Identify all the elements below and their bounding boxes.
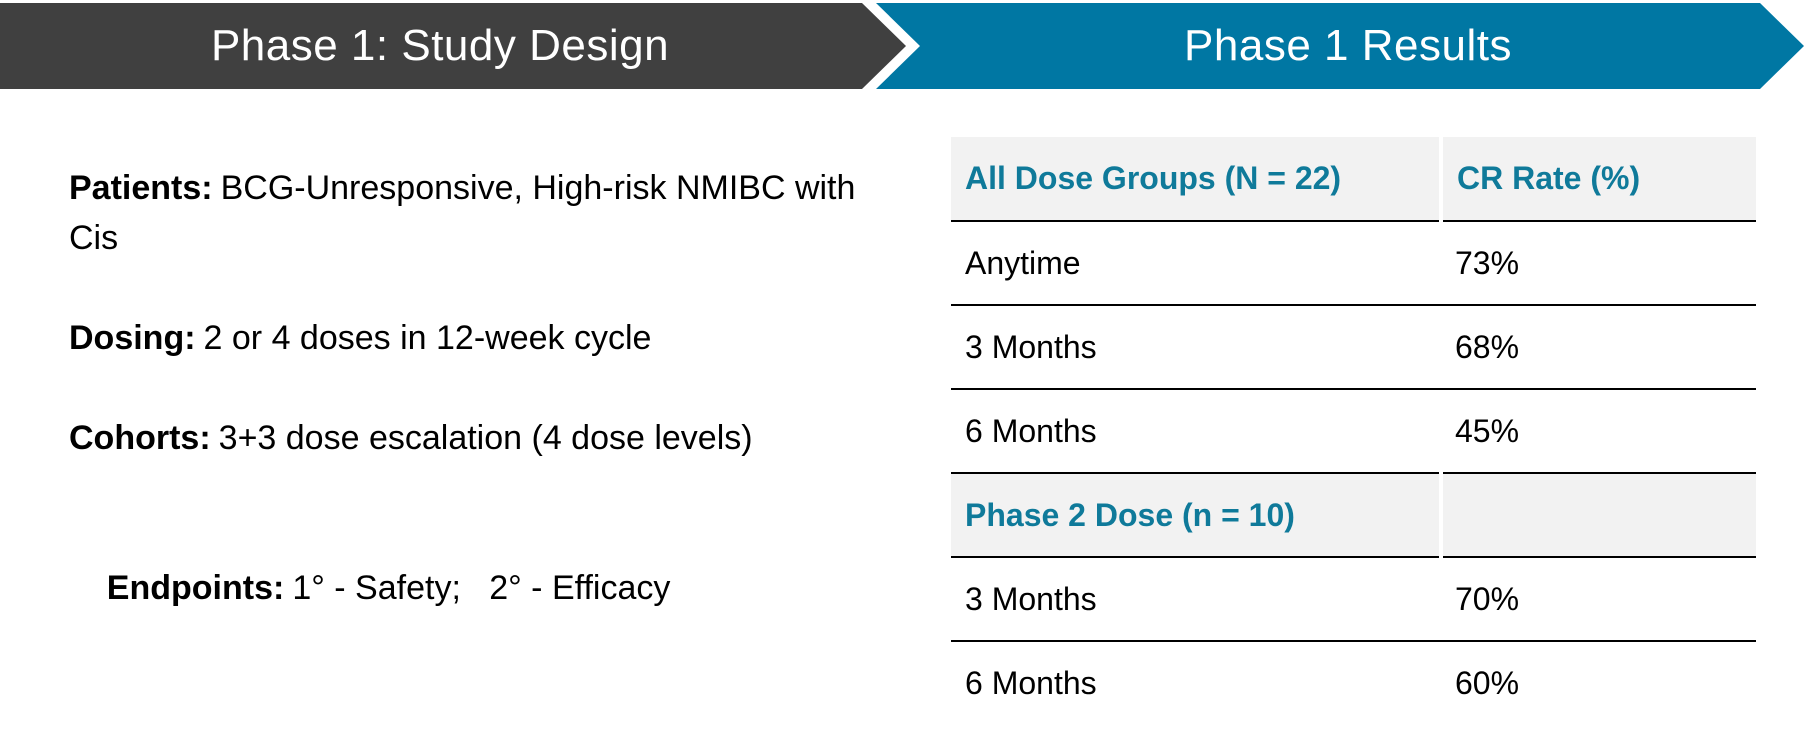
study-design-list: Patients: BCG-Unresponsive, High-risk NMI… xyxy=(69,163,859,713)
design-item-label: Dosing: xyxy=(69,319,196,357)
design-item-text: BCG-Unresponsive, High-risk NMIBC with C… xyxy=(69,169,856,257)
table-header-row: Phase 2 Dose (n = 10) xyxy=(951,473,1756,558)
table-cell-timepoint: 3 Months xyxy=(951,557,1441,642)
design-item-dosing: Dosing: 2 or 4 doses in 12-week cycle xyxy=(69,313,859,363)
results-banner: Phase 1 Results xyxy=(876,3,1804,89)
table-row: 6 Months 45% xyxy=(951,389,1756,474)
design-item-text: 2 or 4 doses in 12-week cycle xyxy=(203,319,652,357)
table-header-row: All Dose Groups (N = 22) CR Rate (%) xyxy=(951,137,1756,222)
table-cell-timepoint: 3 Months xyxy=(951,305,1441,390)
design-item-text: 3+3 dose escalation (4 dose levels) xyxy=(218,419,753,457)
design-item-text: 1° - Safety; 2° - Efficacy xyxy=(292,569,671,607)
table-header-cell: All Dose Groups (N = 22) xyxy=(951,137,1443,222)
design-item-patients: Patients: BCG-Unresponsive, High-risk NMI… xyxy=(69,163,859,263)
study-design-banner: Phase 1: Study Design xyxy=(0,3,906,89)
design-item-label: Patients: xyxy=(69,169,213,207)
table-row: Anytime 73% xyxy=(951,221,1756,306)
table-row: 3 Months 70% xyxy=(951,557,1756,642)
table-cell-rate: 73% xyxy=(1441,221,1756,306)
design-item-endpoints: Endpoints: 1° - Safety; 2° - Efficacy xyxy=(69,513,859,663)
table-cell-timepoint: 6 Months xyxy=(951,389,1441,474)
study-design-title: Phase 1: Study Design xyxy=(210,21,670,70)
table-cell-rate: 70% xyxy=(1441,557,1756,642)
table-cell-rate: 45% xyxy=(1441,389,1756,474)
design-item-cohorts: Cohorts: 3+3 dose escalation (4 dose leve… xyxy=(69,413,859,463)
table-row: 3 Months 68% xyxy=(951,305,1756,390)
results-title: Phase 1 Results xyxy=(1184,21,1512,70)
design-item-label: Endpoints: xyxy=(106,569,285,607)
table-cell-rate: 60% xyxy=(1455,665,1520,701)
table-cell-rate: 68% xyxy=(1441,305,1756,390)
table-header-cell: CR Rate (%) xyxy=(1441,137,1756,222)
table-cell-timepoint: Anytime xyxy=(951,221,1441,306)
table-row: 6 Months 60% xyxy=(951,641,1756,725)
table-header-cell: Phase 2 Dose (n = 10) xyxy=(951,473,1443,558)
design-item-label: Cohorts: xyxy=(69,419,211,457)
results-table: All Dose Groups (N = 22) CR Rate (%) Any… xyxy=(951,137,1756,725)
table-header-cell xyxy=(1441,473,1756,558)
table-cell-timepoint: 6 Months xyxy=(965,665,1097,701)
